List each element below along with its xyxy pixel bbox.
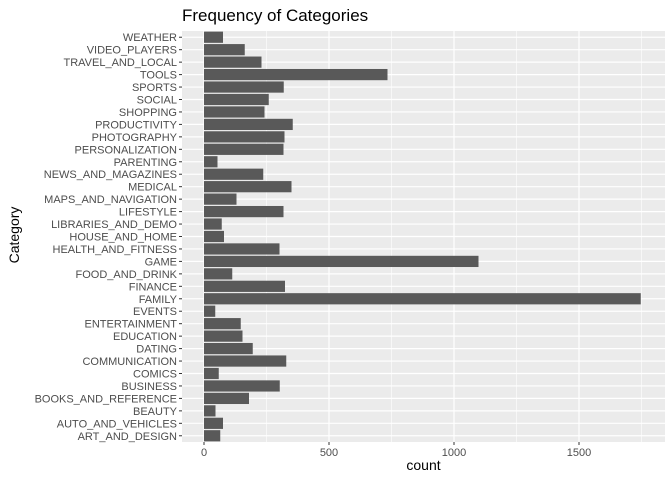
y-tick-label: AUTO_AND_VEHICLES bbox=[57, 418, 177, 430]
bar bbox=[204, 430, 221, 442]
chart-title: Frequency of Categories bbox=[182, 6, 368, 25]
bar bbox=[204, 280, 285, 292]
bar bbox=[204, 243, 280, 255]
x-axis-title: count bbox=[406, 457, 440, 473]
bar bbox=[204, 193, 237, 205]
y-tick-label: FOOD_AND_DRINK bbox=[76, 269, 178, 281]
y-tick-label: BEAUTY bbox=[133, 406, 178, 418]
y-tick-label: COMICS bbox=[133, 369, 177, 381]
y-axis-tick-labels: ART_AND_DESIGNAUTO_AND_VEHICLESBEAUTYBOO… bbox=[35, 32, 182, 443]
bar bbox=[204, 31, 223, 43]
bar bbox=[204, 44, 245, 56]
y-tick-label: VIDEO_PLAYERS bbox=[87, 45, 177, 57]
bar bbox=[204, 218, 222, 230]
y-tick-label: EDUCATION bbox=[113, 331, 177, 343]
bar bbox=[204, 405, 216, 417]
bar bbox=[204, 143, 284, 155]
y-tick-label: BOOKS_AND_REFERENCE bbox=[35, 393, 177, 405]
bar bbox=[204, 131, 285, 143]
y-tick-label: PHOTOGRAPHY bbox=[92, 132, 178, 144]
bar bbox=[204, 93, 269, 106]
bar bbox=[204, 392, 249, 405]
bar bbox=[204, 168, 264, 180]
y-tick-label: GAME bbox=[145, 256, 177, 268]
y-tick-label: PERSONALIZATION bbox=[75, 144, 178, 156]
y-tick-label: SHOPPING bbox=[119, 107, 177, 119]
bar bbox=[204, 118, 293, 131]
y-tick-label: TOOLS bbox=[140, 70, 177, 82]
x-tick-label: 1500 bbox=[567, 447, 591, 459]
bar bbox=[204, 380, 280, 392]
y-tick-label: SOCIAL bbox=[137, 95, 177, 107]
y-tick-label: PRODUCTIVITY bbox=[95, 119, 178, 131]
x-tick-label: 0 bbox=[201, 447, 207, 459]
x-tick-label: 1000 bbox=[442, 447, 466, 459]
bar bbox=[204, 293, 641, 305]
y-tick-label: MEDICAL bbox=[128, 182, 177, 194]
x-axis-tick-labels: 0 500 1000 1500 bbox=[201, 442, 591, 459]
bar bbox=[204, 305, 216, 317]
y-tick-label: SPORTS bbox=[132, 82, 177, 94]
y-tick-label: PARENTING bbox=[114, 157, 177, 169]
y-tick-label: TRAVEL_AND_LOCAL bbox=[63, 57, 177, 69]
y-tick-label: BUSINESS bbox=[121, 381, 177, 393]
bar bbox=[204, 156, 218, 168]
bar bbox=[204, 181, 292, 193]
y-tick-label: FINANCE bbox=[129, 281, 177, 293]
bar bbox=[204, 56, 262, 68]
bar bbox=[204, 367, 219, 380]
y-tick-label: LIBRARIES_AND_DEMO bbox=[51, 219, 177, 231]
bar bbox=[204, 355, 287, 367]
bar bbox=[204, 205, 284, 218]
y-tick-label: DATING bbox=[136, 344, 177, 356]
y-tick-label: MAPS_AND_NAVIGATION bbox=[44, 194, 177, 206]
bar bbox=[204, 342, 253, 355]
y-axis-title: Category bbox=[6, 207, 22, 264]
y-tick-label: NEWS_AND_MAGAZINES bbox=[44, 169, 177, 181]
y-tick-label: WEATHER bbox=[123, 32, 177, 44]
y-tick-label: FAMILY bbox=[139, 294, 178, 306]
y-tick-label: ENTERTAINMENT bbox=[85, 319, 178, 331]
y-tick-label: LIFESTYLE bbox=[119, 207, 177, 219]
bar bbox=[204, 330, 243, 342]
bar bbox=[204, 106, 265, 118]
y-tick-label: HOUSE_AND_HOME bbox=[69, 232, 177, 244]
y-tick-label: COMMUNICATION bbox=[82, 356, 177, 368]
bar bbox=[204, 230, 224, 243]
bar bbox=[204, 68, 388, 81]
bar bbox=[204, 255, 479, 268]
bar bbox=[204, 318, 241, 330]
bar bbox=[204, 268, 233, 280]
y-tick-label: HEALTH_AND_FITNESS bbox=[53, 244, 178, 256]
y-tick-label: EVENTS bbox=[133, 306, 177, 318]
bar bbox=[204, 81, 284, 93]
bars bbox=[204, 31, 641, 442]
bar bbox=[204, 417, 223, 429]
y-tick-label: ART_AND_DESIGN bbox=[78, 431, 177, 443]
x-tick-label: 500 bbox=[320, 447, 338, 459]
